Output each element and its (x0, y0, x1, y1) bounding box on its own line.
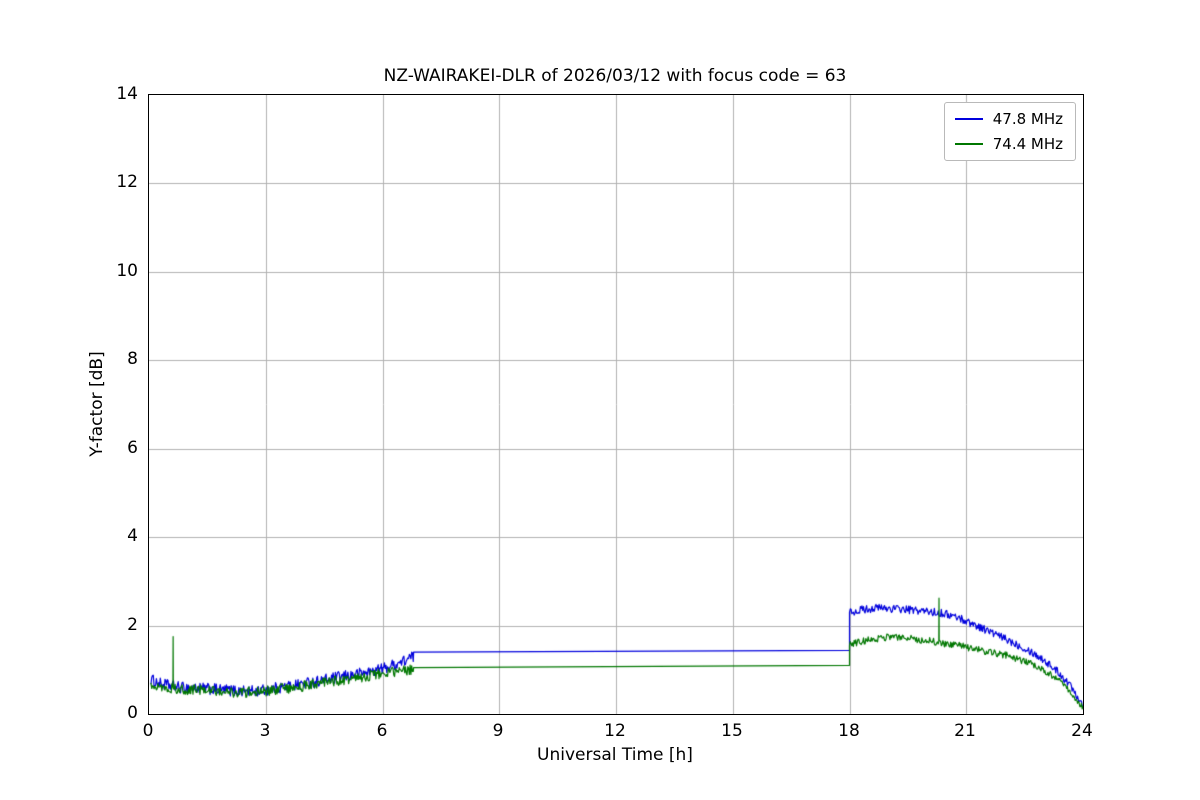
x-tick-label: 24 (1071, 721, 1093, 741)
legend-line-swatch (954, 143, 983, 145)
legend-label: 47.8 MHz (992, 110, 1063, 128)
x-axis-label: Universal Time [h] (537, 745, 693, 765)
x-tick-label: 3 (259, 721, 271, 741)
x-tick-label: 15 (721, 721, 743, 741)
x-tick-label: 12 (604, 721, 626, 741)
chart-title: NZ-WAIRAKEI-DLR of 2026/03/12 with focus… (383, 66, 847, 86)
x-tick-label: 9 (492, 721, 504, 741)
x-tick-label: 0 (142, 721, 154, 741)
x-tick-label: 21 (954, 721, 976, 741)
y-tick-label: 12 (116, 172, 138, 192)
y-tick-label: 2 (127, 615, 138, 635)
y-tick-label: 14 (116, 84, 138, 104)
plot-area: 47.8 MHz 74.4 MHz (148, 94, 1084, 715)
y-tick-label: 10 (116, 261, 138, 281)
legend: 47.8 MHz 74.4 MHz (943, 102, 1076, 161)
legend-row: 47.8 MHz (954, 110, 1063, 128)
y-tick-label: 4 (127, 526, 138, 546)
legend-line-swatch (954, 118, 983, 120)
x-tick-label: 18 (838, 721, 860, 741)
x-tick-label: 6 (376, 721, 388, 741)
y-tick-label: 6 (127, 438, 138, 458)
plot-canvas (149, 95, 1083, 714)
legend-row: 74.4 MHz (954, 135, 1063, 153)
legend-label: 74.4 MHz (992, 135, 1063, 153)
y-tick-label: 0 (127, 703, 138, 723)
y-tick-label: 8 (127, 349, 138, 369)
